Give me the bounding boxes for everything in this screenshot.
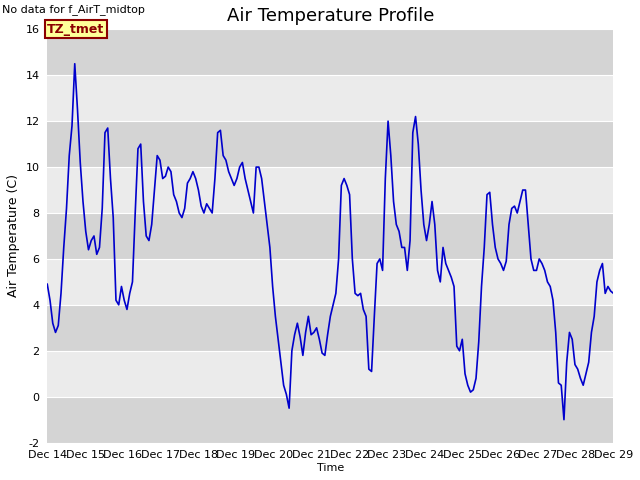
- X-axis label: Time: Time: [317, 463, 344, 473]
- Text: No data for f_AirT_midtop: No data for f_AirT_midtop: [3, 4, 145, 15]
- Bar: [47, 351, 613, 396]
- Bar: [47, 75, 613, 121]
- Text: TZ_tmet: TZ_tmet: [47, 23, 104, 36]
- Bar: [47, 259, 613, 305]
- Bar: [47, 121, 613, 167]
- Bar: [47, 305, 613, 351]
- Y-axis label: Air Temperature (C): Air Temperature (C): [7, 174, 20, 298]
- Bar: [47, 29, 613, 75]
- Bar: [47, 213, 613, 259]
- Title: Air Temperature Profile: Air Temperature Profile: [227, 7, 434, 25]
- Bar: [47, 396, 613, 443]
- Bar: [47, 167, 613, 213]
